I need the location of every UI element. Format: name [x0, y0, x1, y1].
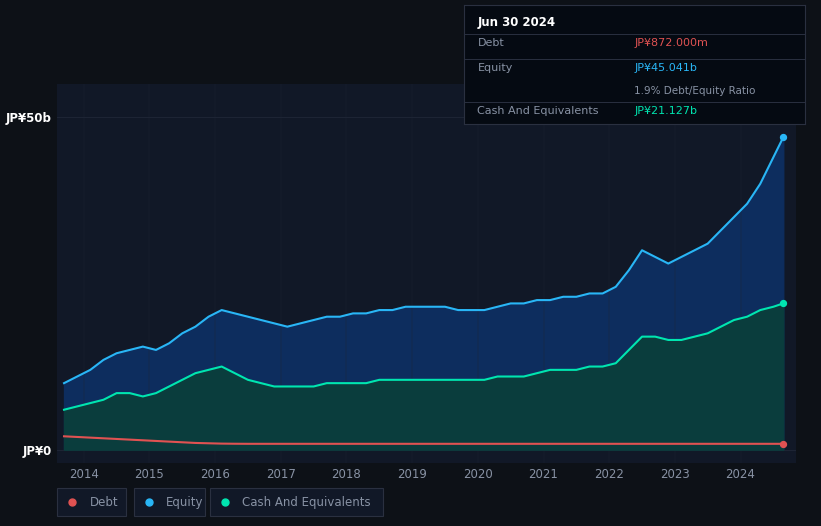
- Text: JP¥45.041b: JP¥45.041b: [635, 63, 697, 73]
- Point: [777, 440, 790, 448]
- Point: [777, 133, 790, 141]
- Text: Debt: Debt: [478, 38, 504, 48]
- Text: Jun 30 2024: Jun 30 2024: [478, 16, 556, 29]
- Text: JP¥872.000m: JP¥872.000m: [635, 38, 708, 48]
- Text: JP¥21.127b: JP¥21.127b: [635, 106, 697, 116]
- Point: [777, 299, 790, 308]
- Text: Debt: Debt: [89, 496, 118, 509]
- Text: Cash And Equivalents: Cash And Equivalents: [242, 496, 371, 509]
- FancyBboxPatch shape: [210, 488, 383, 517]
- Text: Cash And Equivalents: Cash And Equivalents: [478, 106, 599, 116]
- Text: 1.9% Debt/Equity Ratio: 1.9% Debt/Equity Ratio: [635, 86, 755, 96]
- FancyBboxPatch shape: [134, 488, 205, 517]
- Text: Equity: Equity: [478, 63, 513, 73]
- FancyBboxPatch shape: [57, 488, 126, 517]
- Text: Equity: Equity: [166, 496, 204, 509]
